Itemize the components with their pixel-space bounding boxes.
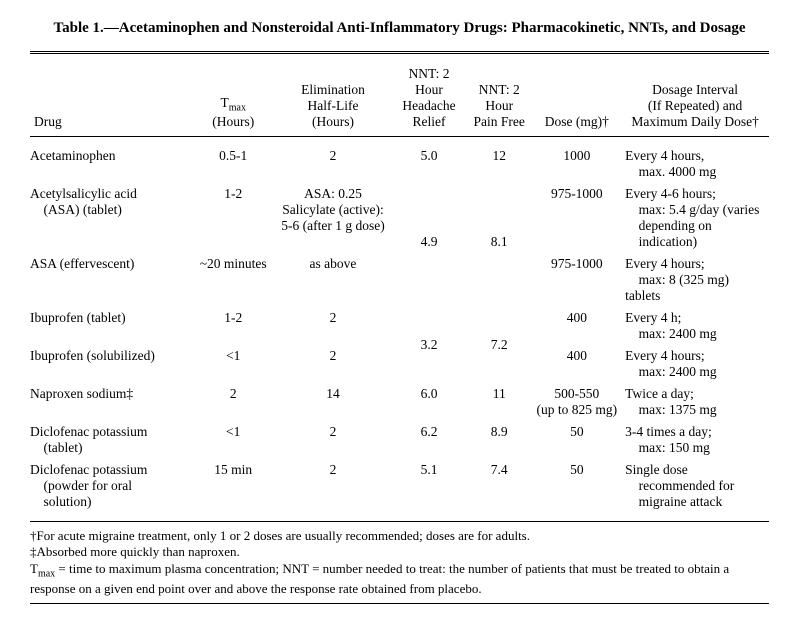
table-row: ASA (effervescent) ~20 minutes as above … (30, 253, 769, 307)
table-row: Acetylsalicylic acid (ASA) (tablet) 1-2 … (30, 183, 769, 253)
cell-dosage: Every 4 h; max: 2400 mg (621, 307, 769, 345)
cell-halflife: 2 (274, 145, 392, 183)
cell-drug: Diclofenac potassium (powder for oral so… (30, 459, 193, 513)
cell-drug: ASA (effervescent) (30, 253, 193, 307)
cell-dosage: Every 4 hours, max. 4000 mg (621, 145, 769, 183)
cell-dose: 400 (532, 345, 621, 383)
cell-drug: Acetaminophen (30, 145, 193, 183)
col-nnt-free: NNT: 2HourPain Free (466, 58, 533, 137)
table-row: Naproxen sodium‡ 2 14 6.0 11 500-550(up … (30, 383, 769, 421)
cell-drug: Naproxen sodium‡ (30, 383, 193, 421)
table-row: Diclofenac potassium (powder for oral so… (30, 459, 769, 513)
cell-tmax: 1-2 (193, 307, 274, 345)
footnote-dagger: †For acute migraine treatment, only 1 or… (30, 528, 769, 544)
cell-halflife: 2 (274, 459, 392, 513)
cell-dose: 50 (532, 459, 621, 513)
cell-nnt-free: 7.4 (466, 459, 533, 513)
cell-dosage: 3-4 times a day; max: 150 mg (621, 421, 769, 459)
cell-dose: 50 (532, 421, 621, 459)
cell-dosage: Every 4-6 hours; max: 5.4 g/day (varies … (621, 183, 769, 253)
cell-dose: 500-550(up to 825 mg) (532, 383, 621, 421)
cell-dosage: Every 4 hours; max: 8 (325 mg) tablets (621, 253, 769, 307)
cell-halflife: 14 (274, 383, 392, 421)
cell-nnt-free: 11 (466, 383, 533, 421)
cell-nnt-relief: 5.0 (392, 145, 466, 183)
cell-tmax: 1-2 (193, 183, 274, 253)
cell-dosage: Every 4 hours; max: 2400 mg (621, 345, 769, 383)
table-title: Table 1.—Acetaminophen and Nonsteroidal … (30, 20, 769, 37)
table-header-row: Drug Tmax(Hours) EliminationHalf-Life(Ho… (30, 58, 769, 137)
col-dose: Dose (mg)† (532, 58, 621, 137)
cell-nnt-free: 7.2 (466, 307, 533, 383)
table-row: Diclofenac potassium (tablet) <1 2 6.2 8… (30, 421, 769, 459)
cell-tmax: <1 (193, 421, 274, 459)
cell-nnt-relief: 6.2 (392, 421, 466, 459)
cell-nnt-free: 8.1 (466, 183, 533, 253)
cell-dose: 975-1000 (532, 253, 621, 307)
cell-halflife: 2 (274, 307, 392, 345)
cell-nnt-relief: 5.1 (392, 459, 466, 513)
cell-drug: Ibuprofen (tablet) (30, 307, 193, 345)
footnotes: †For acute migraine treatment, only 1 or… (30, 528, 769, 604)
pharmacokinetic-table: Drug Tmax(Hours) EliminationHalf-Life(Ho… (30, 51, 769, 524)
col-drug: Drug (30, 58, 193, 137)
cell-tmax: 15 min (193, 459, 274, 513)
cell-halflife: 2 (274, 421, 392, 459)
cell-nnt-relief: 6.0 (392, 383, 466, 421)
cell-dose: 400 (532, 307, 621, 345)
cell-tmax: 0.5-1 (193, 145, 274, 183)
cell-dose: 1000 (532, 145, 621, 183)
cell-nnt-free: 8.9 (466, 421, 533, 459)
col-nnt-relief: NNT: 2HourHeadacheRelief (392, 58, 466, 137)
col-dosage: Dosage Interval(If Repeated) andMaximum … (621, 58, 769, 137)
cell-nnt-free: 12 (466, 145, 533, 183)
cell-nnt-relief: 3.2 (392, 307, 466, 383)
cell-nnt-relief (392, 253, 466, 307)
footnote-ddagger: ‡Absorbed more quickly than naproxen. (30, 544, 769, 560)
cell-tmax: <1 (193, 345, 274, 383)
cell-halflife: ASA: 0.25Salicylate (active):5-6 (after … (274, 183, 392, 253)
cell-dose: 975-1000 (532, 183, 621, 253)
cell-dosage: Single dose recommended for migraine att… (621, 459, 769, 513)
cell-halflife: 2 (274, 345, 392, 383)
cell-drug: Acetylsalicylic acid (ASA) (tablet) (30, 183, 193, 253)
col-tmax: Tmax(Hours) (193, 58, 274, 137)
col-halflife: EliminationHalf-Life(Hours) (274, 58, 392, 137)
table-row: Ibuprofen (tablet) 1-2 2 3.2 7.2 400 Eve… (30, 307, 769, 345)
cell-tmax: 2 (193, 383, 274, 421)
table-row: Acetaminophen 0.5-1 2 5.0 12 1000 Every … (30, 145, 769, 183)
cell-drug: Ibuprofen (solubilized) (30, 345, 193, 383)
cell-halflife: as above (274, 253, 392, 307)
cell-drug: Diclofenac potassium (tablet) (30, 421, 193, 459)
cell-nnt-relief: 4.9 (392, 183, 466, 253)
cell-nnt-free (466, 253, 533, 307)
cell-tmax: ~20 minutes (193, 253, 274, 307)
cell-dosage: Twice a day; max: 1375 mg (621, 383, 769, 421)
footnote-abbrev: Tmax = time to maximum plasma concentrat… (30, 561, 769, 597)
